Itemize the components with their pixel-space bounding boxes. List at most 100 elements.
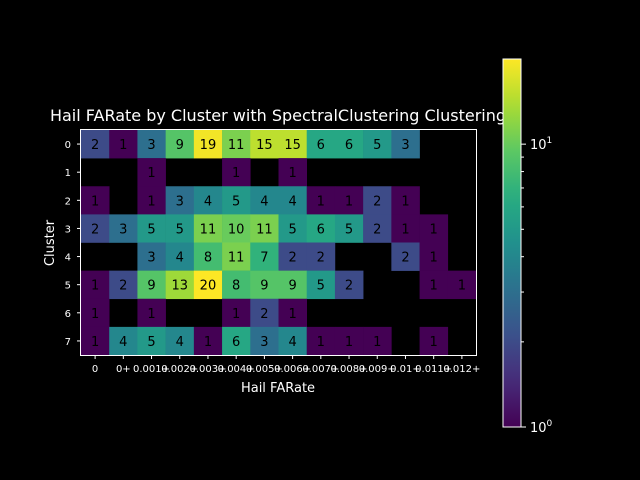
y-tick-label: 3 xyxy=(65,224,71,235)
heatmap-cell xyxy=(137,130,166,159)
heatmap-cell xyxy=(334,270,364,300)
cell-value-label: 4 xyxy=(176,251,184,266)
cell-value-label: 8 xyxy=(204,251,212,266)
cell-value-label: 2 xyxy=(345,279,353,294)
cell-value-label: 7 xyxy=(260,251,268,266)
heatmap-cell xyxy=(278,326,308,356)
cell-value-label: 1 xyxy=(91,194,99,209)
cell-value-label: 20 xyxy=(200,279,217,294)
heatmap-cell xyxy=(109,326,138,356)
heatmap-cell xyxy=(363,186,392,215)
cell-value-label: 4 xyxy=(288,194,296,209)
heatmap-cell xyxy=(391,130,420,159)
cell-value-label: 1 xyxy=(401,222,409,237)
heatmap-cell xyxy=(137,270,166,300)
heatmap-cell xyxy=(278,242,308,271)
cell-value-label: 3 xyxy=(147,138,155,153)
heatmap-cell xyxy=(81,214,110,243)
x-tick-label: 0.006+ xyxy=(274,364,311,375)
x-tick-label: 0.003+ xyxy=(189,364,226,375)
heatmap-cell xyxy=(391,242,420,271)
cell-value-label: 11 xyxy=(200,222,217,237)
y-axis-ticks: 0 1 2 3 4 5 6 7 xyxy=(65,140,81,348)
cell-value-label: 9 xyxy=(288,279,296,294)
heatmap-cell xyxy=(250,242,279,271)
heatmap-cell xyxy=(306,270,336,300)
heatmap-cell xyxy=(109,214,138,243)
cell-value-label: 5 xyxy=(147,222,155,237)
heatmap-cell xyxy=(306,214,336,243)
heatmap-cell xyxy=(193,214,223,243)
x-tick-label: 0 xyxy=(92,364,98,375)
cell-value-label: 1 xyxy=(430,279,438,294)
cell-value-label: 8 xyxy=(232,279,240,294)
heatmap-cell xyxy=(81,270,110,300)
y-tick-label: 5 xyxy=(65,281,71,292)
heatmap-cell xyxy=(278,214,308,243)
heatmap-cell xyxy=(165,270,195,300)
cell-value-label: 5 xyxy=(147,335,155,350)
heatmap-cell xyxy=(419,214,449,243)
heatmap-cell xyxy=(222,214,251,243)
cell-value-label: 2 xyxy=(317,251,325,266)
heatmap-cell xyxy=(419,242,449,271)
cell-value-label: 2 xyxy=(373,222,381,237)
cell-value-label: 1 xyxy=(147,166,155,181)
cell-value-label: 3 xyxy=(401,138,409,153)
y-tick-label: 6 xyxy=(65,309,71,320)
cell-value-label: 1 xyxy=(373,335,381,350)
cell-value-label: 1 xyxy=(345,335,353,350)
cell-value-label: 15 xyxy=(256,138,273,153)
cell-value-label: 5 xyxy=(176,222,184,237)
y-tick-label: 4 xyxy=(65,253,71,264)
heatmap-cell xyxy=(306,130,336,159)
y-tick-label: 7 xyxy=(65,337,71,348)
x-tick-label: 0+ xyxy=(116,364,131,375)
heatmap-cell xyxy=(81,130,110,159)
heatmap-cell xyxy=(193,186,223,215)
heatmap-cell xyxy=(250,130,279,159)
cell-value-label: 6 xyxy=(345,138,353,153)
heatmap-cell-labels: 2 1 3 9 19 11 15 15 6 6 5 31 1 11 1 3 4 5 4 4 1 1 2 12 3 5 5 11 10 11… xyxy=(91,138,466,350)
heatmap-cell xyxy=(193,270,223,300)
cell-value-label: 3 xyxy=(147,251,155,266)
cell-value-label: 5 xyxy=(232,194,240,209)
heatmap-cell xyxy=(81,326,110,356)
heatmap-cell xyxy=(278,130,308,159)
cell-value-label: 4 xyxy=(176,335,184,350)
x-tick-label: 0.001+ xyxy=(133,364,170,375)
heatmap-cell xyxy=(137,214,166,243)
x-axis-label: Hail FARate xyxy=(241,381,315,396)
cell-value-label: 1 xyxy=(232,307,240,322)
x-tick-label: 0.008+ xyxy=(331,364,368,375)
cell-value-label: 4 xyxy=(204,194,212,209)
heatmap-cell xyxy=(278,270,308,300)
heatmap-cell xyxy=(250,214,279,243)
heatmap-cell xyxy=(193,326,223,356)
cell-value-label: 5 xyxy=(345,222,353,237)
cell-value-label: 11 xyxy=(256,222,273,237)
cell-value-label: 19 xyxy=(200,138,217,153)
cell-value-label: 1 xyxy=(345,194,353,209)
heatmap-cell xyxy=(363,214,392,243)
heatmap-cell xyxy=(334,326,364,356)
x-tick-label: 0.004+ xyxy=(218,364,255,375)
heatmap-cell xyxy=(334,214,364,243)
cell-value-label: 2 xyxy=(260,307,268,322)
heatmap-cell xyxy=(222,270,251,300)
heatmap-cell xyxy=(363,326,392,356)
cell-value-label: 11 xyxy=(228,251,245,266)
cell-value-label: 1 xyxy=(317,194,325,209)
cell-value-label: 1 xyxy=(430,251,438,266)
cell-value-label: 11 xyxy=(228,138,245,153)
y-tick-label: 2 xyxy=(65,196,71,207)
heatmap-cell xyxy=(278,298,308,328)
heatmap-cell xyxy=(81,298,110,328)
cell-value-label: 3 xyxy=(176,194,184,209)
heatmap-cell xyxy=(137,158,166,187)
cell-value-label: 1 xyxy=(317,335,325,350)
x-tick-label: 0.01+ xyxy=(390,364,421,375)
y-tick-label: 0 xyxy=(65,140,71,151)
cell-value-label: 2 xyxy=(119,279,127,294)
